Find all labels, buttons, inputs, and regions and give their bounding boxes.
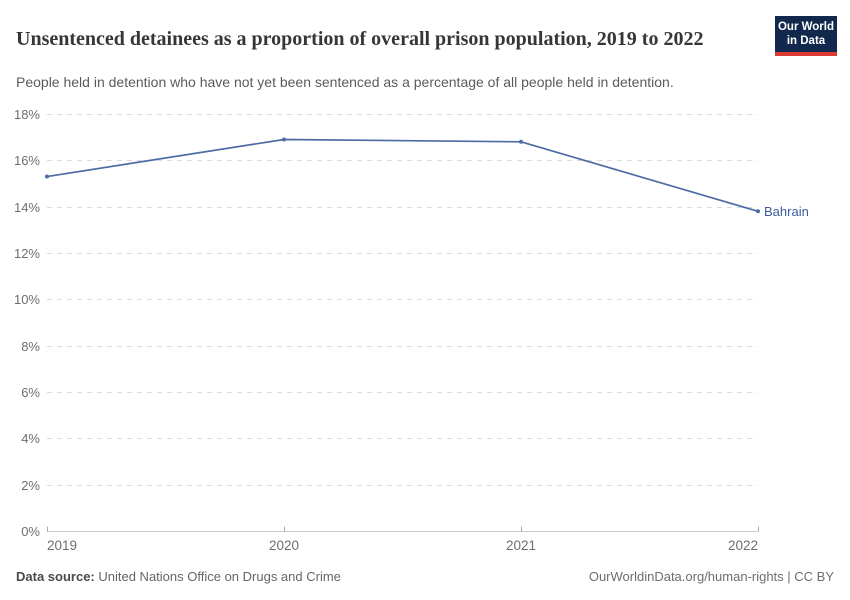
data-source-label: Data source:	[16, 569, 95, 584]
y-tick-label: 12%	[14, 246, 40, 261]
series-line-bahrain[interactable]	[46, 138, 759, 213]
x-tick-label: 2019	[47, 538, 77, 553]
data-point-2020[interactable]	[282, 137, 286, 142]
y-tick-label: 16%	[14, 153, 40, 168]
owid-logo-text-line1: Our World	[777, 21, 834, 33]
y-tick-label: 18%	[14, 107, 40, 122]
y-tick-label: 2%	[21, 478, 40, 493]
x-tick-label: 2020	[269, 538, 299, 553]
y-tick-label: 6%	[21, 385, 40, 400]
y-tick-label: 4%	[21, 431, 40, 446]
owid-logo-text-line2: in Data	[786, 35, 826, 47]
data-source-value: United Nations Office on Drugs and Crime	[94, 569, 341, 584]
chart-subtitle: People held in detention who have not ye…	[16, 74, 674, 90]
data-point-2019[interactable]	[45, 174, 49, 179]
data-source-note: Data source: United Nations Office on Dr…	[16, 569, 341, 584]
owid-logo[interactable]: Our World in Data	[775, 16, 837, 56]
y-tick-label: 14%	[14, 200, 40, 215]
x-tick-label: 2022	[728, 538, 758, 553]
attribution-link[interactable]: OurWorldinData.org/human-rights | CC BY	[588, 569, 834, 584]
data-point-2022[interactable]	[756, 209, 760, 214]
y-tick-label: 8%	[21, 339, 40, 354]
y-tick-label: 0%	[21, 524, 40, 539]
y-tick-label: 10%	[14, 292, 40, 307]
entity-label-bahrain[interactable]: Bahrain	[764, 204, 809, 220]
page-title: Unsentenced detainees as a proportion of…	[16, 28, 704, 51]
x-tick-label: 2021	[506, 538, 536, 553]
data-point-2021[interactable]	[519, 139, 523, 144]
